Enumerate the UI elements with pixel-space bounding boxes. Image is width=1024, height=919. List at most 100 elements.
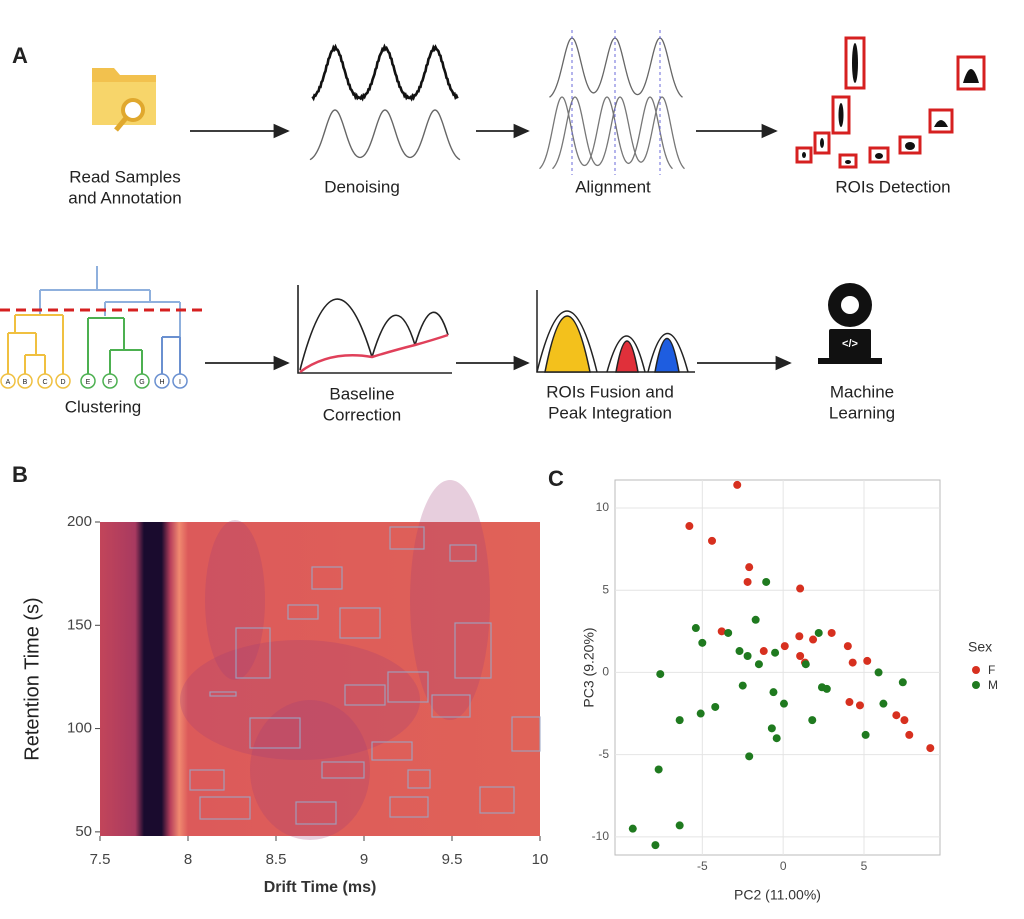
roi-boxes: [795, 36, 986, 169]
roi-box: [387, 671, 429, 703]
baseline-sketch: [297, 285, 452, 374]
peak-curve: [309, 109, 461, 161]
leaf-label: B: [23, 379, 28, 386]
leaf-label: D: [60, 379, 65, 386]
y-tick-label: -10: [592, 829, 610, 843]
step-label: Machine: [830, 382, 894, 401]
roi-box: [189, 769, 225, 791]
step-label: and Annotation: [68, 188, 181, 207]
step-label: Read Samples: [69, 167, 181, 186]
x-tick-label: 8: [184, 851, 192, 868]
point: [708, 536, 717, 545]
point: [801, 660, 810, 669]
point: [769, 688, 778, 697]
point: [771, 648, 780, 657]
leaf-label: G: [139, 379, 144, 386]
point: [698, 638, 707, 647]
point: [733, 480, 742, 489]
point: [845, 698, 854, 707]
step-label: Learning: [829, 403, 895, 422]
leaf-node: [80, 373, 96, 389]
point: [724, 628, 733, 637]
leaf-node: [134, 373, 150, 389]
point: [863, 656, 872, 665]
roi-box: [311, 566, 343, 590]
point: [651, 841, 660, 850]
roi-box: [249, 717, 301, 749]
point: [743, 577, 752, 586]
legend-swatch: [972, 666, 980, 674]
point: [656, 670, 665, 679]
code-icon: </>: [842, 338, 858, 350]
leaf-node: [154, 373, 170, 389]
roi-blobs: [802, 43, 979, 164]
leaf-node: [37, 373, 53, 389]
y-tick-label: 0: [602, 665, 609, 679]
point: [735, 647, 744, 656]
legend-label: M: [988, 678, 998, 692]
leaf-label: E: [86, 379, 91, 386]
point: [809, 635, 818, 644]
point: [848, 658, 857, 667]
point: [861, 730, 870, 739]
intensity-region: [205, 520, 265, 680]
point: [696, 709, 705, 718]
point: [779, 699, 788, 708]
point: [796, 651, 805, 660]
peak-curve: [311, 43, 459, 102]
ml-icon: </>: [818, 283, 882, 364]
roi-box: [295, 801, 337, 825]
point: [743, 651, 752, 660]
point: [754, 660, 763, 669]
y-tick-label: 5: [602, 582, 609, 596]
roi-box: [209, 691, 237, 697]
point: [926, 744, 935, 753]
intensity-region: [410, 480, 490, 720]
point: [762, 577, 771, 586]
roi-box: [389, 526, 425, 550]
x-tick-label: 9.5: [442, 851, 463, 868]
leaf-label: H: [159, 379, 164, 386]
step-label: ROIs Fusion and: [546, 382, 674, 401]
point: [892, 711, 901, 720]
point: [808, 716, 817, 725]
point: [855, 701, 864, 710]
step-label: ROIs Detection: [835, 177, 950, 196]
heatmap-image: [100, 522, 540, 836]
panel-label: B: [12, 462, 28, 487]
folder-icon: [92, 68, 156, 132]
x-tick-label: 9: [360, 851, 368, 868]
roi-box: [479, 786, 515, 814]
y-tick-label: 200: [67, 513, 92, 530]
roi-box: [454, 622, 492, 679]
leaf-label: C: [42, 379, 47, 386]
y-tick-label: 150: [67, 616, 92, 633]
point: [796, 584, 805, 593]
roi-box: [235, 627, 271, 679]
y-tick-label: 10: [596, 500, 610, 514]
dendrogram: [0, 266, 202, 378]
x-tick-label: 0: [780, 859, 787, 873]
x-tick-label: 7.5: [90, 851, 111, 868]
point: [745, 563, 754, 572]
point: [767, 724, 776, 733]
roi-box: [449, 544, 477, 562]
leaf-label: F: [108, 379, 112, 386]
leaf-node: [172, 373, 188, 389]
alignment-guides: [571, 30, 661, 175]
point: [685, 522, 694, 531]
y-axis-label: PC3 (9.20%): [581, 627, 597, 707]
step-label: Correction: [323, 405, 401, 424]
point: [780, 642, 789, 651]
x-tick-label: 10: [532, 851, 549, 868]
step-label: Clustering: [65, 397, 142, 416]
peak-sketches: [309, 37, 685, 170]
panel-label: A: [12, 43, 28, 68]
peak-curve: [539, 96, 673, 170]
y-tick-label: 50: [75, 823, 92, 840]
point: [717, 627, 726, 636]
point: [843, 642, 852, 651]
point: [751, 615, 760, 624]
leaf-node: [55, 373, 71, 389]
